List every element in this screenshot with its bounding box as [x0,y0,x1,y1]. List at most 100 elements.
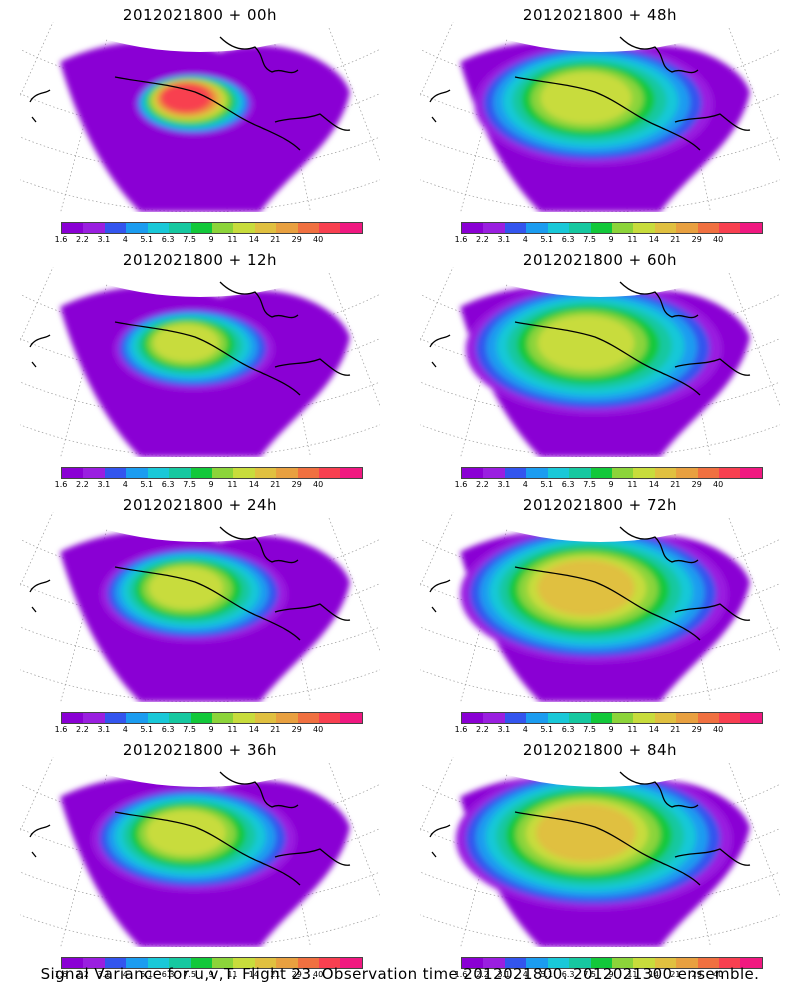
colorbar-swatch [611,468,634,478]
colorbar-swatch [526,223,548,233]
map-panel: 2012021800 + 72h 1.6 2.2 3.1 4 5.1 6.3 7.5 9 11 14… [400,490,800,735]
colorbar-swatch [211,713,234,723]
colorbar-label: 3.1 [97,970,111,979]
colorbar-label: 11 [227,725,238,734]
colorbar-swatch [169,713,191,723]
colorbar-swatch [590,468,612,478]
map-panel: 2012021800 + 00h 1.6 2.2 3.1 4 5.1 6.3 7.5 9 11 14… [0,0,400,245]
colorbar-label: 29 [691,480,702,489]
map-panel: 2012021800 + 12h 1.6 2.2 3.1 4 5.1 6.3 7.5 9 11 14… [0,245,400,490]
colorbar-swatch [83,713,105,723]
colorbar-swatch [697,468,720,478]
colorbar-swatch [547,713,570,723]
colorbar-label: 29 [291,235,302,244]
colorbar-labels: 1.6 2.2 3.1 4 5.1 6.3 7.5 9 11 14 21 29 40 [455,235,761,245]
variance-map [20,22,380,212]
colorbar-label: 6.3 [561,235,575,244]
colorbar-label: 40 [713,725,724,734]
colorbar-label: 21 [670,725,681,734]
colorbar-label: 2.2 [476,480,489,489]
colorbar-label: 11 [227,970,238,979]
colorbar-label: 40 [313,725,324,734]
panel-title: 2012021800 + 84h [522,741,678,759]
colorbar-swatch [654,223,677,233]
colorbar-swatch [740,468,762,478]
colorbar-swatch [719,713,741,723]
colorbar-label: 7.5 [583,725,596,734]
colorbar-swatch [126,958,148,968]
colorbar-swatch [319,958,341,968]
colorbar-label: 9 [608,235,614,244]
colorbar-swatch [83,468,105,478]
colorbar-labels: 1.6 2.2 3.1 4 5.1 6.3 7.5 9 11 14 21 29 40 [455,970,761,980]
colorbar-swatch [569,223,591,233]
colorbar-label: 3.1 [97,480,111,489]
colorbar-label: 29 [291,970,302,979]
colorbar-label: 5.1 [540,970,554,979]
colorbar-label: 21 [670,480,681,489]
colorbar-swatch [483,468,505,478]
colorbar-swatch [147,713,170,723]
colorbar-label: 40 [313,235,324,244]
colorbar-label: 14 [248,725,259,734]
colorbar-label: 7.5 [583,480,596,489]
colorbar-labels: 1.6 2.2 3.1 4 5.1 6.3 7.5 9 11 14 21 29 40 [455,480,761,490]
panel-title: 2012021800 + 72h [522,496,678,514]
colorbar-swatch [340,713,362,723]
colorbar-swatch [62,468,84,478]
colorbar-swatch [483,223,505,233]
colorbar-swatch [504,468,527,478]
colorbar-swatch [547,223,570,233]
coastline [429,526,751,641]
colorbar-label: 4 [122,480,128,489]
colorbar-swatch [276,713,298,723]
colorbar [61,467,363,479]
colorbar-swatch [633,713,655,723]
colorbar-swatch [233,958,255,968]
colorbar-swatch [547,958,570,968]
colorbar-swatch [611,958,634,968]
colorbar-label: 5.1 [140,235,154,244]
colorbar-label: 40 [713,480,724,489]
colorbar-swatch [676,713,698,723]
panel-title: 2012021800 + 00h [122,6,278,24]
colorbar-swatch [740,958,762,968]
coastline [29,526,351,641]
colorbar-label: 9 [208,725,214,734]
colorbar-swatch [254,468,277,478]
colorbar-swatch [654,958,677,968]
colorbar-label: 40 [713,970,724,979]
colorbar [461,712,763,724]
colorbar-swatch [611,713,634,723]
colorbar [61,222,363,234]
colorbar-swatch [504,223,527,233]
variance-map [420,757,780,947]
colorbar-label: 5.1 [140,480,154,489]
colorbar-swatch [276,958,298,968]
colorbar-swatch [211,223,234,233]
colorbar-swatch [319,223,341,233]
colorbar-label: 2.2 [76,970,89,979]
colorbar-label: 2.2 [76,480,89,489]
colorbar-swatch [654,713,677,723]
colorbar-label: 9 [208,480,214,489]
colorbar-swatch [254,223,277,233]
colorbar-label: 6.3 [161,235,175,244]
colorbar-swatch [104,223,127,233]
colorbar-swatch [590,958,612,968]
colorbar-label: 3.1 [97,235,111,244]
panel-title: 2012021800 + 48h [522,6,678,24]
colorbar-label: 21 [270,970,281,979]
colorbar-label: 4 [522,970,528,979]
colorbar-labels: 1.6 2.2 3.1 4 5.1 6.3 7.5 9 11 14 21 29 40 [55,970,361,980]
colorbar-label: 9 [608,970,614,979]
colorbar-swatch [169,223,191,233]
colorbar-label: 11 [627,480,638,489]
colorbar-label: 3.1 [497,725,511,734]
colorbar-swatch [83,958,105,968]
colorbar-label: 14 [648,725,659,734]
colorbar-label: 14 [648,235,659,244]
colorbar-label: 2.2 [476,235,489,244]
colorbar-swatch [190,223,212,233]
colorbar-labels: 1.6 2.2 3.1 4 5.1 6.3 7.5 9 11 14 21 29 40 [55,725,361,735]
